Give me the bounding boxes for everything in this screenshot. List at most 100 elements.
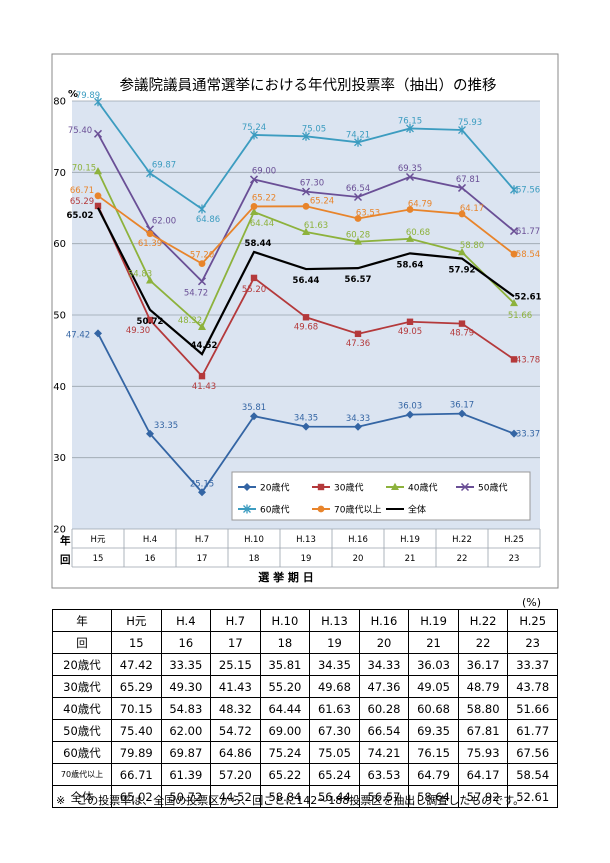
series-group — [93, 97, 519, 497]
y-tick-label: 60 — [53, 239, 66, 250]
data-label: 58.80 — [460, 241, 484, 251]
x-tick-label: H.10 — [244, 535, 264, 545]
x-axis-row-label-session: 回 — [60, 554, 71, 566]
x-tick-label: H.19 — [400, 535, 420, 545]
data-point — [510, 356, 518, 363]
data-point — [250, 130, 258, 140]
data-label: 57.92 — [449, 266, 476, 276]
table-cell: 65.24 — [309, 763, 360, 786]
data-label: 63.53 — [356, 208, 380, 218]
table-cell: H元 — [111, 609, 162, 632]
data-point — [302, 422, 310, 431]
table-cell: 75.05 — [309, 741, 360, 764]
legend-label: 30歳代 — [334, 482, 363, 494]
x-tick-label: H.13 — [296, 535, 316, 545]
data-label: 47.42 — [66, 330, 90, 340]
data-label: 66.54 — [346, 184, 370, 194]
data-label: 75.24 — [242, 123, 266, 133]
table-row-header: 40歳代 — [52, 697, 112, 720]
table-cell: 65.02 — [111, 785, 162, 808]
data-point — [94, 97, 102, 107]
table-row: 40歳代 70.15 54.83 48.32 64.44 61.63 60.28 60.68 5… — [52, 697, 558, 720]
table-cell: 20 — [358, 631, 410, 654]
x-session-label: 22 — [457, 554, 468, 564]
table-cell: 75.93 — [457, 741, 509, 764]
data-point — [250, 203, 258, 210]
table-cell: 56.57 — [358, 785, 410, 808]
x-session-label: 16 — [145, 554, 156, 564]
x-tick-label: H.25 — [504, 535, 524, 545]
table-cell: 18 — [259, 631, 311, 654]
data-point — [146, 230, 154, 238]
data-label: 64.17 — [460, 204, 484, 214]
data-label: 60.28 — [346, 231, 370, 241]
data-point — [406, 123, 414, 133]
x-axis-row-label-year: 年 — [60, 534, 71, 547]
data-label: 36.17 — [450, 401, 474, 411]
table-cell: 21 — [408, 631, 459, 654]
table-cell: 49.68 — [309, 675, 360, 698]
data-label: 25.15 — [190, 479, 214, 489]
table-row-header: 回 — [52, 631, 112, 654]
table-cell: 47.42 — [111, 653, 162, 676]
data-label: 54.72 — [184, 288, 208, 298]
data-point — [94, 329, 102, 338]
data-label: 50.72 — [137, 317, 164, 327]
legend-label: 20歳代 — [260, 482, 289, 494]
data-point — [510, 298, 518, 307]
table-cell: 69.87 — [160, 741, 212, 764]
data-point — [457, 183, 467, 192]
data-label: 75.40 — [68, 126, 92, 136]
table-cell: 52.61 — [507, 785, 558, 808]
data-point — [354, 422, 362, 431]
data-label: 36.03 — [398, 402, 422, 412]
data-point — [458, 210, 466, 218]
data-label: 60.68 — [406, 228, 430, 238]
table-cell: 58.80 — [457, 697, 509, 720]
data-point — [94, 202, 102, 210]
table-cell: 57.20 — [210, 763, 261, 786]
table-cell: 34.33 — [358, 653, 410, 676]
data-point — [250, 412, 258, 421]
table-cell: 16 — [160, 631, 212, 654]
legend-label: 60歳代 — [260, 504, 289, 516]
data-label: 69.35 — [398, 164, 422, 174]
table-row: 全体 65.02 50.72 44.52 58.84 56.44 56.57 58.64 57.… — [52, 785, 558, 808]
data-label: 33.37 — [516, 430, 540, 440]
table-cell: H.25 — [507, 609, 558, 632]
table-cell: H.13 — [309, 609, 360, 632]
table-cell: 23 — [507, 631, 558, 654]
table-cell: 60.28 — [358, 697, 410, 720]
table-cell: 69.35 — [408, 719, 459, 742]
table-row: 70歳代以上 66.71 61.39 57.20 65.22 65.24 63.53 64.7… — [52, 763, 558, 786]
data-label: 75.05 — [302, 124, 326, 134]
data-label: 56.57 — [345, 275, 372, 285]
data-point — [198, 204, 206, 214]
table-cell: 49.05 — [408, 675, 459, 698]
data-label: 48.79 — [450, 329, 474, 339]
table-cell: 67.81 — [457, 719, 509, 742]
data-point — [243, 504, 251, 514]
table-cell: 65.22 — [259, 763, 311, 786]
y-axis-ticks: 20 30 40 50 60 70 80 — [53, 97, 66, 536]
data-point — [510, 185, 518, 195]
table-cell: 74.21 — [358, 741, 410, 764]
data-label: 69.00 — [252, 166, 276, 176]
x-session-label: 19 — [301, 554, 312, 564]
data-label: 66.71 — [70, 186, 94, 196]
table-row-header: 70歳代以上 — [52, 763, 112, 786]
table-cell: 35.81 — [259, 653, 311, 676]
data-point — [198, 488, 206, 497]
data-label: 61.39 — [138, 239, 162, 249]
x-session-label: 15 — [93, 554, 104, 564]
data-label: 62.00 — [152, 216, 176, 226]
table-cell: 64.79 — [408, 763, 459, 786]
data-label: 52.61 — [515, 292, 542, 302]
data-label: 51.66 — [508, 311, 532, 321]
data-label: 55.20 — [242, 285, 266, 295]
table-cell: 61.63 — [309, 697, 360, 720]
table-cell: 64.86 — [210, 741, 261, 764]
data-label: 70.15 — [72, 163, 96, 173]
data-point — [406, 318, 414, 325]
table-cell: 47.36 — [358, 675, 410, 698]
